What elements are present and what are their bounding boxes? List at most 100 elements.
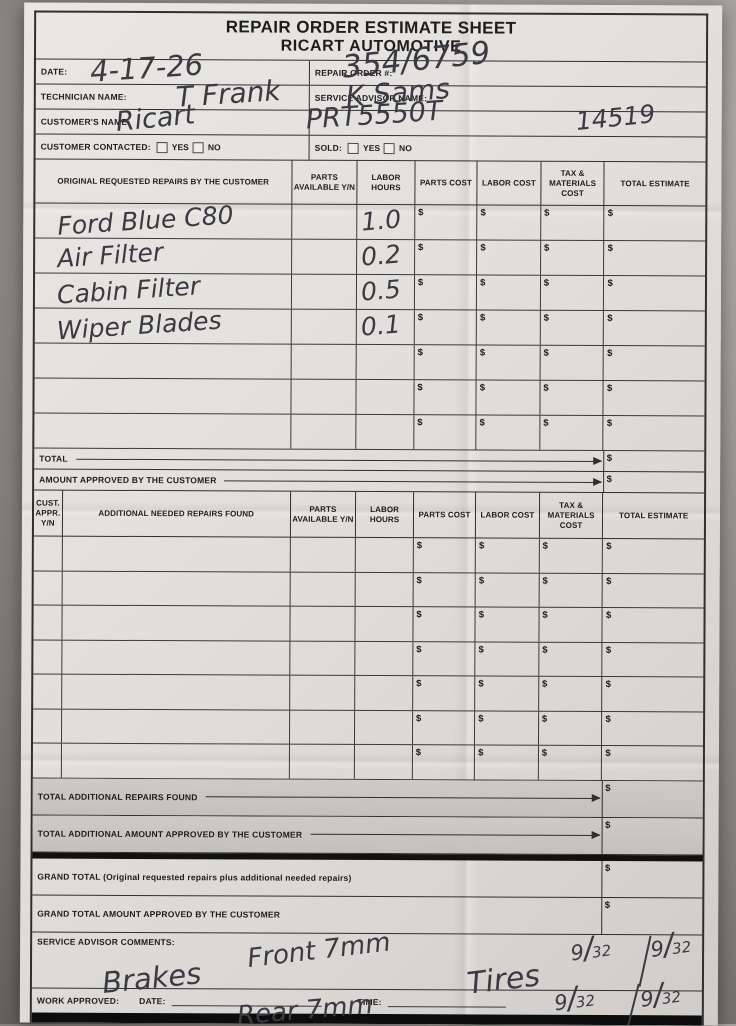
additional-repairs-table-body: $ $ $ $ $ $ $ $ $ $ $ $ $ $ $ $ $ $ $ $ $ $ $ $ $ $ $ $ — [32, 536, 704, 781]
original-repair-row-1: Ford Blue C80 1.0 $ $ $ $ — [35, 200, 706, 242]
additional-repair-row-6: $ $ $ $ — [32, 709, 704, 747]
additional-repair-row-5: $ $ $ $ — [33, 674, 704, 712]
additional-repair-description-cell — [62, 536, 291, 572]
amount-approved-label: AMOUNT APPROVED BY THE CUSTOMER — [39, 474, 217, 486]
handwritten-repair-description: Wiper Blades — [56, 305, 223, 346]
parts-available-cell — [289, 675, 356, 710]
cost-cell: $ — [604, 381, 705, 415]
parts-available-cell — [290, 414, 357, 449]
labor-hours-cell — [355, 744, 413, 779]
cust-appr-cell — [33, 605, 63, 640]
header-row-contact: CUSTOMER CONTACTED: YES NO SOLD: YES NO — [35, 134, 706, 163]
cost-cell: $ — [603, 643, 704, 677]
labor-hours-cell: 0.1 — [357, 309, 415, 345]
dollar-sign: $ — [478, 747, 484, 759]
customer-contacted-label: CUSTOMER CONTACTED: — [40, 141, 151, 153]
additional-repair-row-2: $ $ $ $ — [33, 571, 704, 609]
amount-approved-dollar-cell: $ — [602, 472, 705, 493]
labor-hours-cell — [356, 344, 415, 380]
repair-description-cell — [34, 413, 292, 449]
dollar-sign: $ — [541, 713, 548, 725]
dollar-sign: $ — [604, 899, 611, 911]
cust-appr-cell — [33, 571, 63, 605]
parts-available-cell — [290, 572, 356, 606]
dollar-sign: $ — [415, 747, 422, 759]
dollar-sign: $ — [606, 541, 612, 553]
dollar-sign: $ — [543, 382, 549, 394]
cost-cell: $ — [415, 205, 478, 240]
dollar-sign: $ — [417, 277, 424, 289]
time-blank-line — [387, 1005, 506, 1008]
handwritten-tread-reading: 9/32 — [569, 930, 613, 967]
additional-col-header-5: LABOR COST — [476, 492, 540, 538]
total-additional-row: TOTAL ADDITIONAL REPAIRS FOUND $ — [32, 778, 703, 818]
additional-repair-description-cell — [61, 743, 290, 779]
cost-cell: $ — [603, 539, 704, 573]
labor-hours-cell: 0.5 — [357, 274, 415, 310]
grand-total-row: GRAND TOTAL (Original requested repairs … — [32, 858, 703, 898]
cost-cell: $ — [538, 745, 603, 780]
dollar-sign: $ — [542, 609, 548, 621]
labor-hours-cell — [355, 537, 414, 572]
cost-cell: $ — [540, 240, 605, 276]
original-col-header-5: TAX & MATERIALS COST — [541, 161, 605, 206]
dollar-sign: $ — [478, 712, 484, 724]
original-repair-row-3: Cabin Filter 0.5 $ $ $ $ — [34, 271, 706, 312]
additional-repair-row-1: $ $ $ $ — [33, 536, 704, 574]
cust-appr-cell — [32, 709, 62, 743]
cust-appr-cell — [33, 640, 63, 674]
grand-total-approved-label: GRAND TOTAL AMOUNT APPROVED BY THE CUSTO… — [37, 908, 281, 920]
total-additional-label: TOTAL ADDITIONAL REPAIRS FOUND — [37, 791, 198, 802]
parts-available-cell — [291, 274, 358, 309]
cost-cell: $ — [604, 346, 705, 380]
cost-cell: $ — [603, 677, 704, 711]
grand-total-dollar-cell: $ — [600, 860, 703, 897]
cost-cell: $ — [540, 415, 604, 451]
handwritten-repair-description: Cabin Filter — [56, 271, 201, 310]
cost-cell: $ — [604, 311, 705, 345]
dollar-sign: $ — [480, 207, 486, 219]
dollar-sign: $ — [606, 575, 612, 587]
dollar-sign: $ — [606, 383, 613, 395]
dollar-sign: $ — [541, 747, 548, 759]
additional-repair-description-cell — [62, 571, 291, 606]
labor-hours-cell — [356, 414, 415, 450]
total-label: TOTAL — [39, 453, 68, 464]
paper-sheet: REPAIR ORDER ESTIMATE SHEET RICART AUTOM… — [19, 2, 723, 1026]
total-additional-approved-row: TOTAL ADDITIONAL AMOUNT APPROVED BY THE … — [32, 815, 703, 855]
additional-col-header-2: PARTS AVAILABLE Y/N — [290, 491, 357, 537]
cost-cell: $ — [539, 607, 604, 642]
no-label: NO — [207, 142, 221, 153]
cost-cell: $ — [413, 676, 476, 710]
handwritten-labor-hours: 0.2 — [360, 239, 403, 272]
dollar-sign: $ — [417, 417, 423, 429]
arrow-line-icon — [310, 833, 600, 836]
dollar-sign: $ — [606, 418, 613, 430]
dollar-sign: $ — [416, 609, 422, 621]
dollar-sign: $ — [544, 207, 550, 219]
total-dollar-cell: $ — [602, 451, 705, 472]
cost-cell: $ — [414, 310, 478, 345]
parts-available-cell — [290, 606, 356, 641]
cust-appr-cell — [33, 536, 63, 571]
original-col-header-4: LABOR COST — [477, 161, 542, 205]
additional-repair-description-cell — [61, 709, 290, 744]
additional-col-header-0: CUST. APPR. Y/N — [33, 490, 63, 536]
original-repair-row-4: Wiper Blades 0.1 $ $ $ $ — [34, 305, 705, 347]
dollar-sign: $ — [607, 348, 613, 360]
total-row: TOTAL $ — [34, 448, 705, 473]
handwritten-repair-description: Ford Blue C80 — [56, 200, 235, 241]
labor-hours-cell — [355, 572, 414, 607]
cost-cell: $ — [538, 676, 603, 711]
repair-order-form: REPAIR ORDER ESTIMATE SHEET RICART AUTOM… — [29, 10, 709, 1026]
cost-cell: $ — [604, 241, 705, 275]
repair-description-cell: Wiper Blades — [34, 305, 292, 346]
labor-hours-cell — [355, 606, 414, 641]
cost-cell: $ — [476, 380, 541, 415]
original-repair-row-7: $ $ $ $ — [34, 413, 705, 452]
cost-cell: $ — [602, 746, 703, 780]
dollar-sign: $ — [542, 575, 548, 587]
yes-label: YES — [171, 142, 189, 153]
parts-available-cell — [290, 537, 357, 572]
additional-col-header-1: ADDITIONAL NEEDED REPAIRS FOUND — [62, 490, 291, 537]
